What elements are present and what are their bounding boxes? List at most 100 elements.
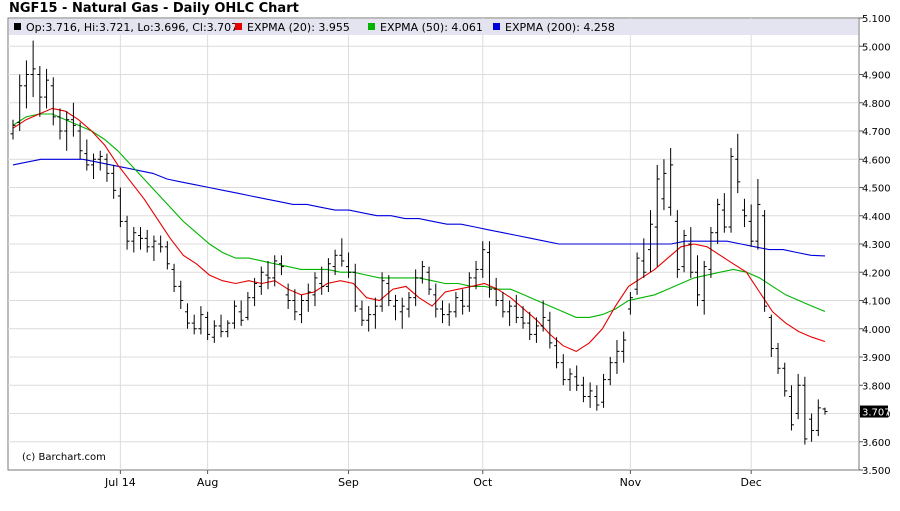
ohlc-bar [460,289,466,315]
ohlc-bar [426,266,432,295]
last-price-box [860,405,888,418]
ohlc-bar [211,320,217,343]
ohlc-bar [748,204,754,247]
ohlc-bar [17,74,23,131]
ohlc-bar [419,260,425,284]
y-tick-label: 4.400 [862,212,891,223]
ohlc-bar [305,283,311,312]
ohlc-bar [312,272,318,307]
legend-swatch-ema50 [368,23,375,30]
ohlc-bar [439,300,445,324]
ohlc-bar [822,407,828,415]
ohlc-bar [37,66,43,117]
ohlc-bar [574,365,580,391]
ohlc-bar [413,269,419,307]
ohlc-bar [594,385,600,411]
ema-lines [12,107,826,353]
ohlc-bar [648,210,654,273]
ohlc-bar [527,311,533,341]
ohlc-bar [252,277,258,307]
ohlc-bar [815,399,821,437]
y-tick-label: 3.500 [862,466,891,477]
ohlc-bar [782,362,788,397]
ohlc-bar [352,263,358,312]
ohlc-bar [64,111,70,151]
ohlc-bar [198,306,204,335]
ohlc-bar [480,241,486,278]
ohlc-bar [225,320,231,338]
ohlc-bar [359,300,365,326]
ohlc-bar [91,153,97,180]
ohlc-bar [755,179,761,250]
ohlc-bar [788,385,794,431]
ohlc-bar [325,258,331,293]
ohlc-bar [184,303,190,329]
ohlc-bar [245,292,251,321]
ohlc-bar [802,376,808,445]
y-tick-label: 4.800 [862,99,891,110]
ohlc-bar [44,68,50,109]
ohlc-bar [164,241,170,270]
ohlc-bar [715,198,721,244]
last-price-marker: 3.707 [860,405,891,419]
ohlc-bar [138,227,144,250]
ohlc-bar [151,235,157,261]
ohlc-bar [104,153,110,182]
y-tick-label: 4.600 [862,155,891,166]
ohlc-bar [30,40,36,98]
ohlc-bar [486,241,492,298]
ohlc-bar [701,260,707,315]
ohlc-bar [688,227,694,278]
ohlc-bar [117,187,123,228]
ema50-line [12,113,826,318]
ohlc-bar [446,303,452,326]
ohlc-bar [567,368,573,391]
ohlc-bar [144,229,150,253]
x-tick-label: Jul 14 [104,476,136,489]
y-tick-label: 3.900 [862,353,891,364]
ohlc-bar [131,227,137,253]
ohlc-bar [587,382,593,408]
ohlc-bar [607,357,613,386]
ohlc-bar [171,263,177,293]
legend: Op:3.716, Hi:3.721, Lo:3.696, Cl:3.707 EX… [14,21,615,34]
ohlc-bar [708,227,714,278]
ohlc-bar [741,198,747,228]
legend-label-ema200: EXPMA (200): 4.258 [505,21,615,34]
ema20-line [12,107,826,353]
y-tick-label: 5.100 [862,14,891,25]
ohlc-bar [97,150,103,171]
legend-bar [9,19,858,35]
ohlc-bar [560,354,566,386]
ohlc-bar [231,300,237,329]
y-tick-label: 3.600 [862,438,891,449]
ohlc-bar [661,159,667,211]
x-tick-label: Sep [338,476,359,489]
ohlc-bar [77,122,83,160]
x-tick-label: Aug [197,476,218,489]
ohlc-bar [547,311,553,349]
ohlc-bar [393,294,399,321]
ohlc-bar [674,210,680,278]
ohlc-bar [768,314,774,357]
ohlc-bar [285,283,291,309]
legend-swatch-ema20 [235,23,242,30]
ohlc-bar [50,77,56,126]
ohlc-bar [319,266,325,295]
ohlc-bar [84,139,90,171]
ohlc-bar [641,238,647,278]
plot-area: Op:3.716, Hi:3.721, Lo:3.696, Cl:3.707 EX… [7,17,860,471]
y-tick-label: 3.800 [862,381,891,392]
ohlc-bar [258,266,264,295]
ohlc-bar [493,277,499,307]
ohlc-bar [386,275,392,307]
y-tick-label: 4.000 [862,325,891,336]
y-tick-label: 4.300 [862,240,891,251]
ohlc-bar [473,260,479,290]
ohlc-bar [627,292,633,315]
ohlc-bar [158,235,164,253]
legend-label-quote: Op:3.716, Hi:3.721, Lo:3.696, Cl:3.707 [26,21,238,34]
ohlc-bar [406,292,412,318]
ohlc-bar [554,337,560,369]
